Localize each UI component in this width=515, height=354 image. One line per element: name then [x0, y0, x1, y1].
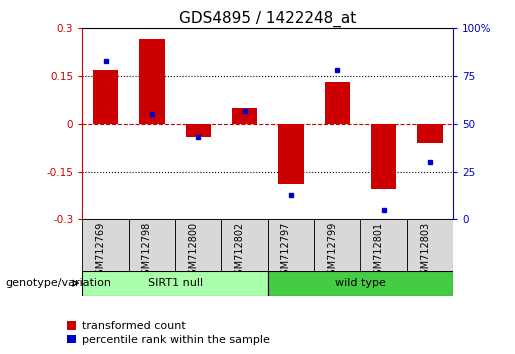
Bar	[232, 108, 258, 124]
Bar	[82, 219, 129, 271]
Bar	[360, 219, 407, 271]
Text: GSM712800: GSM712800	[188, 222, 198, 281]
Bar	[129, 219, 175, 271]
Text: GSM712798: GSM712798	[142, 222, 152, 281]
Text: genotype/variation: genotype/variation	[5, 278, 111, 288]
Bar	[268, 271, 453, 296]
Text: GSM712769: GSM712769	[96, 222, 106, 281]
Bar	[221, 219, 268, 271]
Text: GSM712797: GSM712797	[281, 222, 291, 281]
Text: GSM712801: GSM712801	[374, 222, 384, 281]
Title: GDS4895 / 1422248_at: GDS4895 / 1422248_at	[179, 11, 356, 27]
Bar	[324, 82, 350, 124]
Text: GSM712799: GSM712799	[328, 222, 337, 281]
Bar	[417, 124, 443, 143]
Bar	[371, 124, 397, 189]
Text: GSM712802: GSM712802	[235, 222, 245, 281]
Bar	[268, 219, 314, 271]
Bar	[175, 219, 221, 271]
Bar	[278, 124, 304, 184]
Bar	[139, 39, 165, 124]
Legend: transformed count, percentile rank within the sample: transformed count, percentile rank withi…	[67, 321, 270, 345]
Bar	[314, 219, 360, 271]
Text: GSM712803: GSM712803	[420, 222, 430, 281]
Bar	[185, 124, 211, 137]
Bar	[93, 70, 118, 124]
Text: wild type: wild type	[335, 278, 386, 288]
Bar	[407, 219, 453, 271]
Text: SIRT1 null: SIRT1 null	[147, 278, 203, 288]
Bar	[82, 271, 268, 296]
